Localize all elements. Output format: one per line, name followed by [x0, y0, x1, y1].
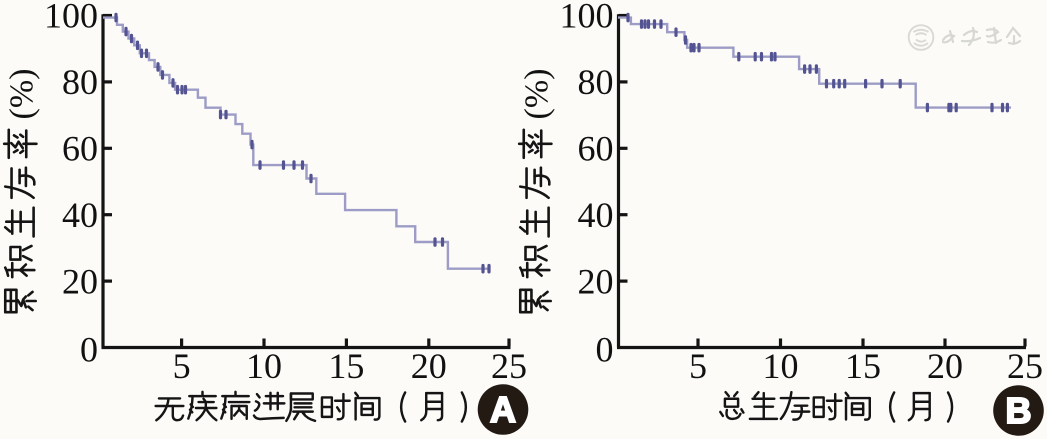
svg-text:100: 100: [560, 0, 614, 36]
svg-text:0: 0: [596, 330, 614, 370]
svg-text:40: 40: [578, 195, 614, 235]
svg-text:20: 20: [578, 262, 614, 302]
svg-text:5: 5: [689, 346, 707, 386]
svg-text:25: 25: [1007, 346, 1043, 386]
svg-text:15: 15: [845, 346, 881, 386]
svg-text:80: 80: [578, 62, 614, 102]
svg-text:60: 60: [578, 129, 614, 169]
svg-text:100: 100: [44, 0, 98, 36]
svg-text:10: 10: [763, 346, 799, 386]
svg-text:60: 60: [62, 129, 98, 169]
svg-text:40: 40: [62, 195, 98, 235]
svg-text:B: B: [1006, 390, 1032, 431]
svg-text:(%): (%): [4, 69, 41, 120]
svg-text:20: 20: [411, 346, 447, 386]
svg-text:80: 80: [62, 62, 98, 102]
svg-text:15: 15: [328, 346, 364, 386]
svg-text:A: A: [490, 389, 516, 430]
svg-text:20: 20: [62, 262, 98, 302]
svg-text:20: 20: [927, 346, 963, 386]
svg-text:(%): (%): [519, 69, 556, 120]
svg-text:0: 0: [80, 330, 98, 370]
svg-text:5: 5: [173, 346, 191, 386]
svg-text:10: 10: [246, 346, 282, 386]
svg-text:25: 25: [491, 346, 527, 386]
